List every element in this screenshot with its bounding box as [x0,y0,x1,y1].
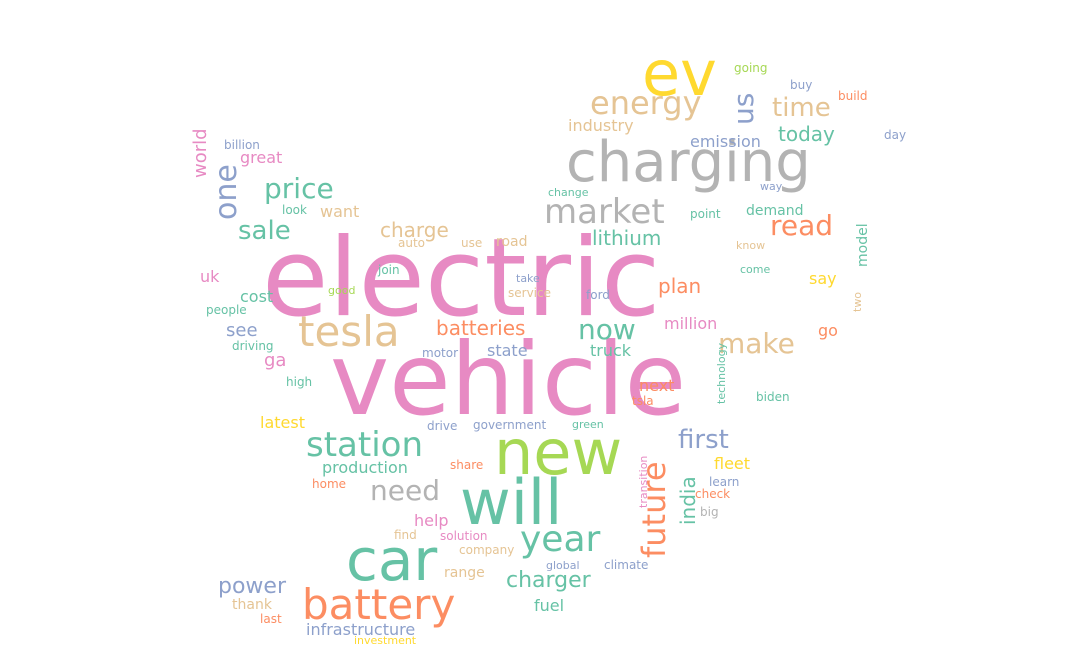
word-station: station [306,425,424,465]
word-charger: charger [506,568,591,593]
word-power: power [218,574,286,599]
word-two: two [851,291,864,312]
word-day: day [884,128,907,142]
word-first: first [678,425,729,455]
word-industry: industry [568,116,634,135]
word-motor: motor [422,346,459,360]
word-want: want [320,202,360,221]
word-company: company [459,543,515,557]
word-people: people [206,303,247,317]
word-batteries: batteries [436,316,526,340]
word-us: us [727,92,760,125]
word-know: know [736,239,766,252]
word-plan: plan [658,274,702,298]
word-high: high [286,375,313,389]
word-say: say [809,269,837,288]
word-use: use [461,236,483,250]
word-today: today [778,122,835,146]
word-world: world [190,128,211,178]
word-check: check [695,487,731,501]
word-demand: demand [746,203,804,219]
word-need: need [370,474,440,507]
word-investment: investment [354,634,417,647]
word-read: read [770,209,834,242]
word-last: last [260,612,282,626]
word-come: come [740,263,771,276]
word-driving: driving [232,339,274,353]
word-tesla: tesla [298,307,400,356]
word-latest: latest [260,413,305,432]
word-technology: technology [715,342,728,404]
word-drive: drive [427,419,458,433]
word-market: market [544,192,665,232]
word-great: great [240,148,283,167]
word-cost: cost [240,287,274,306]
word-emission: emission [690,132,761,151]
word-transition: transition [637,455,650,508]
word-battery: battery [302,580,456,629]
word-service: service [508,286,551,300]
word-fuel: fuel [534,596,565,615]
word-biden: biden [756,390,790,404]
word-million: million [664,314,718,333]
word-green: green [572,418,604,431]
word-auto: auto [398,236,426,250]
word-see: see [226,320,258,341]
word-help: help [414,511,449,530]
word-take: take [516,272,540,285]
word-ford: ford [586,288,610,302]
word-uk: uk [200,267,220,286]
word-ga: ga [264,350,287,371]
word-climate: climate [604,558,649,572]
word-big: big [700,505,719,519]
word-charging: charging [566,130,811,195]
word-sale: sale [238,216,291,246]
word-time: time [772,93,831,123]
word-electric: electric [262,216,661,341]
word-good: good [328,284,356,297]
word-go: go [818,321,838,340]
word-solution: solution [440,529,488,543]
word-one: one [209,164,244,220]
word-lithium: lithium [592,226,662,250]
word-charge: charge [380,218,449,242]
word-change: change [548,186,589,199]
word-production: production [322,458,408,477]
word-model: model [855,223,871,267]
word-learn: learn [709,475,740,489]
word-share: share [450,458,484,472]
word-energy: energy [590,84,702,122]
word-range: range [444,565,485,581]
word-billion: billion [224,138,260,152]
word-new: new [494,416,623,489]
word-will: will [460,466,563,539]
word-car: car [346,526,438,594]
word-going: going [734,61,768,75]
word-state: state [487,341,528,360]
word-fleet: fleet [714,454,751,473]
word-join: join [378,263,400,277]
word-buy: buy [790,78,813,92]
word-global: global [546,559,580,572]
word-next: next [639,376,675,395]
word-infrastructure: infrastructure [306,620,416,639]
word-tsla: tsla [632,394,654,408]
word-now: now [578,313,636,346]
word-road: road [496,234,528,250]
word-vehicle: vehicle [330,321,687,438]
word-way: way [760,180,783,193]
word-home: home [312,477,347,491]
word-point: point [690,207,721,221]
word-look: look [282,203,307,217]
word-make: make [718,327,795,360]
word-truck: truck [590,341,632,360]
word-ev: ev [642,37,717,110]
word-thank: thank [232,597,272,613]
word-price: price [264,172,334,205]
word-find: find [394,528,417,542]
word-year: year [520,519,601,560]
word-government: government [473,418,547,432]
word-build: build [838,89,868,103]
